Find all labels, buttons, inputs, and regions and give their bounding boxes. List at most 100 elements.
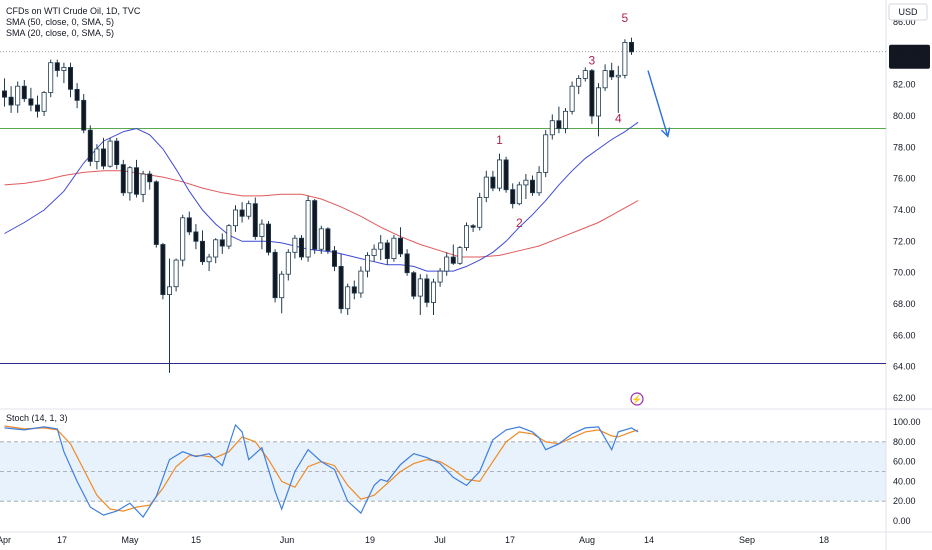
candle-down bbox=[193, 231, 199, 242]
forecast-arrow bbox=[647, 70, 669, 137]
candle-down bbox=[312, 200, 318, 250]
stoch-k-line bbox=[4, 423, 639, 518]
candle-down bbox=[101, 148, 107, 167]
last-price-box bbox=[889, 44, 930, 69]
candle-down bbox=[28, 98, 34, 106]
candle-down bbox=[54, 62, 60, 71]
candle-up bbox=[318, 228, 324, 250]
time-tick-label: 17 bbox=[505, 535, 515, 545]
time-tick-label: Sep bbox=[739, 535, 755, 545]
candle-down bbox=[114, 140, 120, 166]
sma50-legend: SMA (50, close, 0, SMA, 5) bbox=[6, 17, 114, 27]
candle-up bbox=[391, 237, 397, 259]
candle-up bbox=[61, 67, 67, 71]
stoch-tick-label: 40.00 bbox=[893, 476, 916, 486]
candle-down bbox=[470, 225, 476, 228]
lightning-icon: ⚡ bbox=[631, 394, 642, 406]
candle-up bbox=[457, 247, 463, 264]
candle-up bbox=[140, 173, 146, 195]
time-tick-label: Aug bbox=[579, 535, 595, 545]
candle-down bbox=[68, 67, 74, 90]
candle-up bbox=[279, 273, 285, 299]
forecast-arrowhead bbox=[660, 127, 671, 138]
price-tick-label: 70.00 bbox=[893, 268, 916, 278]
candle-up bbox=[516, 184, 522, 205]
candle-down bbox=[503, 159, 509, 191]
candle-down bbox=[424, 278, 430, 303]
candle-up bbox=[437, 270, 443, 283]
candle-up bbox=[563, 110, 569, 129]
candle-down bbox=[153, 181, 159, 245]
candle-down bbox=[160, 244, 166, 295]
candle-up bbox=[596, 87, 602, 117]
price-tick-label: 62.00 bbox=[893, 393, 916, 403]
candle-up bbox=[582, 70, 588, 79]
wave-label: 2 bbox=[516, 216, 523, 230]
candle-down bbox=[490, 176, 496, 189]
candle-up bbox=[166, 286, 172, 295]
currency-box[interactable] bbox=[888, 3, 928, 21]
candle-down bbox=[397, 237, 403, 255]
candle-down bbox=[219, 239, 225, 247]
candle-up bbox=[378, 242, 384, 250]
candle-up bbox=[549, 120, 555, 136]
time-tick-label: 14 bbox=[644, 535, 654, 545]
time-tick-label: Apr bbox=[0, 535, 11, 545]
candle-up bbox=[246, 203, 252, 217]
candle-up bbox=[206, 256, 212, 263]
time-tick-label: May bbox=[121, 535, 139, 545]
wave-label: 1 bbox=[496, 133, 503, 147]
candle-up bbox=[232, 209, 238, 227]
chart-title: CFDs on WTI Crude Oil, 1D, TVC bbox=[6, 6, 141, 16]
candle-down bbox=[120, 164, 126, 194]
candle-down bbox=[325, 228, 331, 252]
candle-up bbox=[259, 223, 265, 238]
stoch-tick-label: 80.00 bbox=[893, 437, 916, 447]
event-icon[interactable] bbox=[630, 392, 644, 406]
wave-label: 4 bbox=[615, 111, 622, 125]
sma20-line bbox=[4, 121, 639, 272]
candle-up bbox=[48, 62, 54, 93]
candle-up bbox=[305, 200, 311, 258]
candle-up bbox=[483, 176, 489, 198]
price-tick-label: 86.00 bbox=[893, 17, 916, 27]
candle-down bbox=[265, 223, 271, 253]
candle-down bbox=[450, 256, 456, 264]
candle-up bbox=[180, 217, 186, 261]
candle-up bbox=[226, 225, 232, 247]
candle-down bbox=[74, 89, 80, 101]
candle-up bbox=[285, 251, 291, 275]
candle-up bbox=[543, 134, 549, 173]
stoch-d-line bbox=[4, 425, 639, 512]
price-tick-label: 66.00 bbox=[893, 330, 916, 340]
candle-up bbox=[615, 74, 621, 78]
stoch-legend: Stoch (14, 1, 3) bbox=[6, 413, 68, 423]
candle-up bbox=[477, 197, 483, 228]
candle-up bbox=[417, 278, 423, 297]
sma50-line bbox=[4, 170, 639, 258]
candle-down bbox=[298, 237, 304, 258]
time-tick-label: Jul bbox=[434, 535, 446, 545]
candle-down bbox=[556, 120, 562, 129]
candle-up bbox=[94, 148, 100, 162]
candle-up bbox=[430, 281, 436, 303]
time-tick-label: 17 bbox=[57, 535, 67, 545]
candle-down bbox=[133, 167, 139, 195]
sma20-legend: SMA (20, close, 0, SMA, 5) bbox=[6, 28, 114, 38]
price-tick-label: 68.00 bbox=[893, 299, 916, 309]
candle-down bbox=[404, 253, 410, 274]
candle-up bbox=[292, 237, 298, 253]
candle-down bbox=[331, 250, 337, 267]
candle-down bbox=[530, 179, 536, 194]
candle-up bbox=[496, 159, 502, 189]
candle-up bbox=[602, 70, 608, 89]
candle-up bbox=[444, 256, 450, 272]
candle-up bbox=[622, 42, 628, 76]
candle-down bbox=[8, 96, 14, 106]
price-tick-label: 82.00 bbox=[893, 80, 916, 90]
candle-up bbox=[576, 78, 582, 87]
candle-up bbox=[463, 225, 469, 248]
time-tick-label: Jun bbox=[280, 535, 295, 545]
countdown-label: 11:19:08 bbox=[892, 57, 926, 67]
